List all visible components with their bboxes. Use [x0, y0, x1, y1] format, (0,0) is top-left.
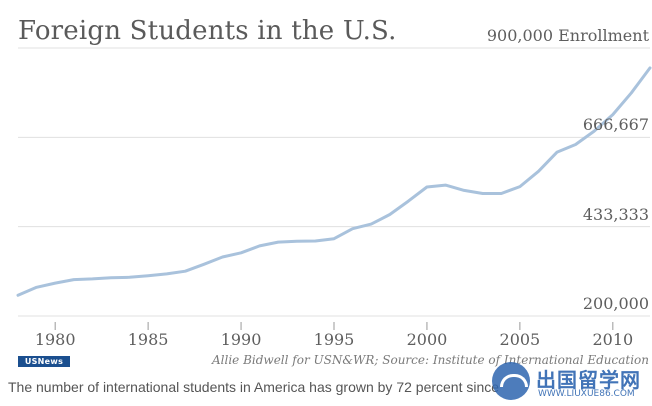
x-tick-label: 2010: [592, 330, 634, 349]
x-axis: [54, 322, 614, 330]
watermark-globe-icon: [492, 362, 530, 400]
watermark-brand: 出国留学网: [536, 368, 641, 392]
usnews-logo: USNews: [18, 356, 70, 367]
y-tick-label: 666,667: [582, 115, 649, 135]
series-line: [16, 66, 652, 297]
x-tick-label: 2000: [406, 330, 448, 349]
x-tick-label: 2005: [499, 330, 541, 349]
x-tick-label: 1980: [34, 330, 76, 349]
x-tick-label: 1990: [220, 330, 262, 349]
chart-gridlines: [18, 47, 650, 317]
y-tick-label: 200,000: [582, 294, 649, 313]
source-credit: Allie Bidwell for USN&WR; Source: Instit…: [212, 353, 649, 367]
x-tick-label: 1995: [313, 330, 355, 349]
watermark-logo: 出国留学网 WWW.LIUXUE86.COM: [492, 362, 652, 406]
watermark-url: WWW.LIUXUE86.COM: [538, 389, 635, 399]
x-tick-label: 1985: [127, 330, 169, 349]
chart-title: Foreign Students in the U.S.: [18, 16, 397, 46]
y-tick-label: 900,000 Enrollment: [486, 26, 649, 45]
caption-text: The number of international students in …: [8, 379, 500, 395]
y-tick-label: 433,333: [582, 204, 649, 224]
